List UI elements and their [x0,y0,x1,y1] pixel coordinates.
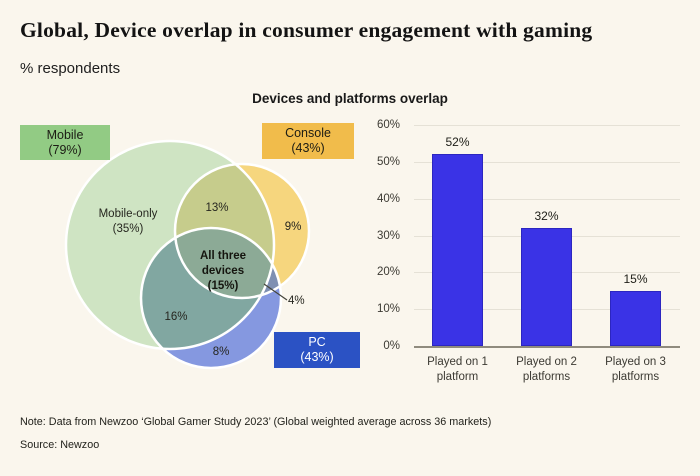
mobile-only-label: Mobile-only (35%) [73,207,183,237]
source-text: Source: Newzoo [20,439,100,451]
y-tick-label-10: 10% [376,303,400,316]
bar-y-axis: 60% 50% 40% 30% 20% 10% 0% [360,119,408,352]
console-legend-value: (43%) [291,141,325,155]
mobile-pc-label: 16% [164,311,188,323]
x-tick-label-2: Played on 2 platforms [516,356,577,383]
pc-legend-name: PC [308,335,326,349]
mobile-circle-outline [64,139,276,351]
mobile-console-label: 13% [205,202,229,214]
y-tick-label-20: 20% [376,266,400,279]
console-circle-outline [173,162,311,300]
all-three-label: All three devices (15%) [168,249,278,294]
mobile-only-label-line1: Mobile-only [98,208,158,220]
x-tick-label-3: Played on 3 platforms [605,356,666,383]
figure-title: Devices and platforms overlap [252,91,448,106]
bar-value-label-3: 15% [623,271,648,286]
y-tick-label-50: 50% [376,155,400,168]
y-tick-label-60: 60% [376,119,400,131]
gridline-40 [414,198,680,200]
mobile-legend-box: Mobile (79%) [20,125,110,160]
pc-circle-outline [139,226,283,370]
y-tick-label-0: 0% [383,340,400,352]
bar-3 [610,290,661,346]
pc-legend-value: (43%) [300,350,334,364]
pc-legend-box: PC (43%) [274,332,360,368]
console-pc-label: 4% [288,295,305,307]
bar-plot-area: 52% Played on 1 platform 32% Played on 2 pl… [414,125,680,383]
gridline-60 [414,125,680,126]
gridline-50 [414,161,680,163]
console-only-label: 9% [284,221,302,233]
page-title: Global, Device overlap in consumer engag… [20,18,593,42]
page-subtitle: % respondents [20,60,121,77]
all-three-label-line3: (15%) [207,280,239,292]
console-legend-name: Console [285,126,331,140]
console-legend-box: Console (43%) [262,123,354,159]
mobile-legend-value: (79%) [48,142,82,157]
bar-1 [432,154,483,346]
bar-value-label-1: 52% [445,135,470,150]
all-three-label-line2: devices [201,265,245,277]
x-axis-line [414,346,680,348]
console-pc-leader-line [263,283,288,301]
bar-value-label-2: 32% [534,209,559,224]
pc-only-label: 8% [212,346,230,358]
venn-diagram [64,139,311,370]
mobile-legend-name: Mobile [46,127,84,142]
y-tick-label-40: 40% [376,192,400,205]
mobile-only-label-line2: (35%) [112,223,144,235]
all-three-label-line1: All three [199,250,246,262]
x-tick-label-1: Played on 1 platform [427,356,488,383]
y-tick-label-30: 30% [376,229,400,242]
note-text: Note: Data from Newzoo ‘Global Gamer Stu… [20,416,492,428]
bar-2 [521,228,572,346]
